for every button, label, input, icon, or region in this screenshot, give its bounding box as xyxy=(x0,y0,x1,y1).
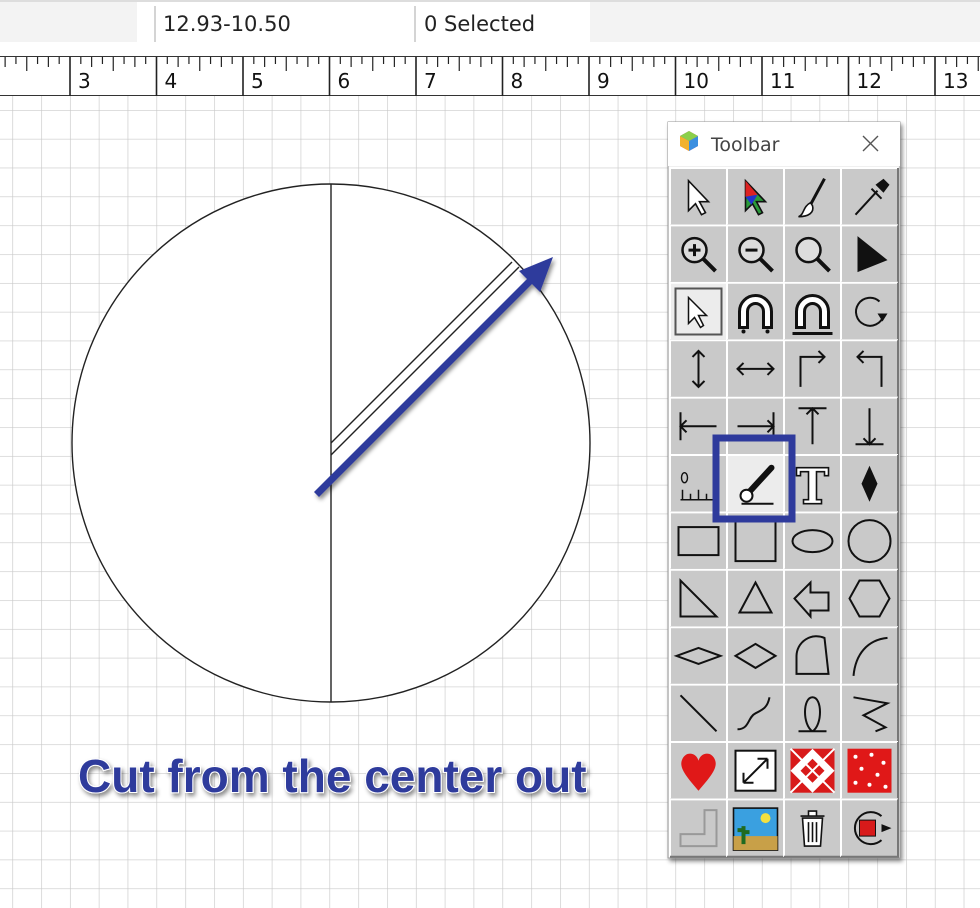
annotation-text: Cut from the center out xyxy=(78,750,587,802)
tool-button[interactable] xyxy=(784,283,841,340)
tool-button[interactable] xyxy=(841,685,898,742)
tool-button[interactable] xyxy=(841,283,898,340)
tool-button[interactable] xyxy=(784,570,841,627)
ruler-label: 7 xyxy=(424,69,437,93)
tool-button[interactable] xyxy=(784,340,841,397)
tool-button[interactable] xyxy=(670,225,727,282)
ruler-label: 3 xyxy=(78,69,91,93)
tool-button[interactable] xyxy=(727,283,784,340)
tool-button[interactable] xyxy=(841,799,898,856)
tool-button[interactable] xyxy=(727,570,784,627)
tool-button[interactable] xyxy=(784,168,841,225)
ruler-label: 11 xyxy=(770,69,795,93)
tool-button[interactable] xyxy=(670,685,727,742)
tool-button[interactable] xyxy=(841,340,898,397)
tool-button[interactable] xyxy=(841,512,898,569)
tool-button[interactable] xyxy=(727,455,784,512)
toolbar-window: Toolbar xyxy=(668,122,900,858)
tool-button[interactable] xyxy=(727,685,784,742)
tool-button[interactable] xyxy=(670,799,727,856)
toolbar-title: Toolbar xyxy=(710,134,780,156)
ruler-label: 8 xyxy=(511,69,524,93)
tool-button[interactable] xyxy=(670,627,727,684)
screen: 12.93-10.50 0 Selected 3 4 5 6 7 8 9 10 11 12 13 C… xyxy=(0,0,980,908)
ruler-label: 4 xyxy=(165,69,178,93)
tool-button[interactable] xyxy=(841,398,898,455)
tool-button[interactable] xyxy=(727,742,784,799)
ruler-label: 5 xyxy=(251,69,264,93)
ruler-label: 9 xyxy=(597,69,610,93)
status-bar: 12.93-10.50 0 Selected xyxy=(0,0,980,46)
tool-button[interactable] xyxy=(841,570,898,627)
tool-button[interactable] xyxy=(727,398,784,455)
tool-button[interactable] xyxy=(727,340,784,397)
tool-button[interactable] xyxy=(727,225,784,282)
tool-button[interactable] xyxy=(784,742,841,799)
tool-button[interactable] xyxy=(841,225,898,282)
ruler: 3 4 5 6 7 8 9 10 11 12 13 xyxy=(0,56,980,96)
block-drawing xyxy=(72,184,590,702)
tool-button[interactable] xyxy=(727,627,784,684)
ruler-label: 13 xyxy=(943,69,968,93)
tool-button[interactable] xyxy=(784,225,841,282)
tool-button[interactable] xyxy=(841,742,898,799)
tool-button[interactable] xyxy=(727,799,784,856)
tool-button[interactable] xyxy=(670,340,727,397)
tool-button[interactable] xyxy=(841,168,898,225)
ruler-label: 10 xyxy=(684,69,709,93)
tool-button[interactable] xyxy=(670,168,727,225)
coordinates: 12.93-10.50 xyxy=(163,12,291,36)
selection-count: 0 Selected xyxy=(424,12,535,36)
tool-button[interactable] xyxy=(670,283,727,340)
tool-button[interactable] xyxy=(841,455,898,512)
ruler-label: 12 xyxy=(857,69,882,93)
tool-button[interactable] xyxy=(670,570,727,627)
tool-button[interactable] xyxy=(670,742,727,799)
tool-button[interactable] xyxy=(841,627,898,684)
tool-button[interactable] xyxy=(727,168,784,225)
tool-button[interactable] xyxy=(784,685,841,742)
ruler-label: 6 xyxy=(338,69,351,93)
tool-button[interactable] xyxy=(784,799,841,856)
tool-button[interactable] xyxy=(784,627,841,684)
